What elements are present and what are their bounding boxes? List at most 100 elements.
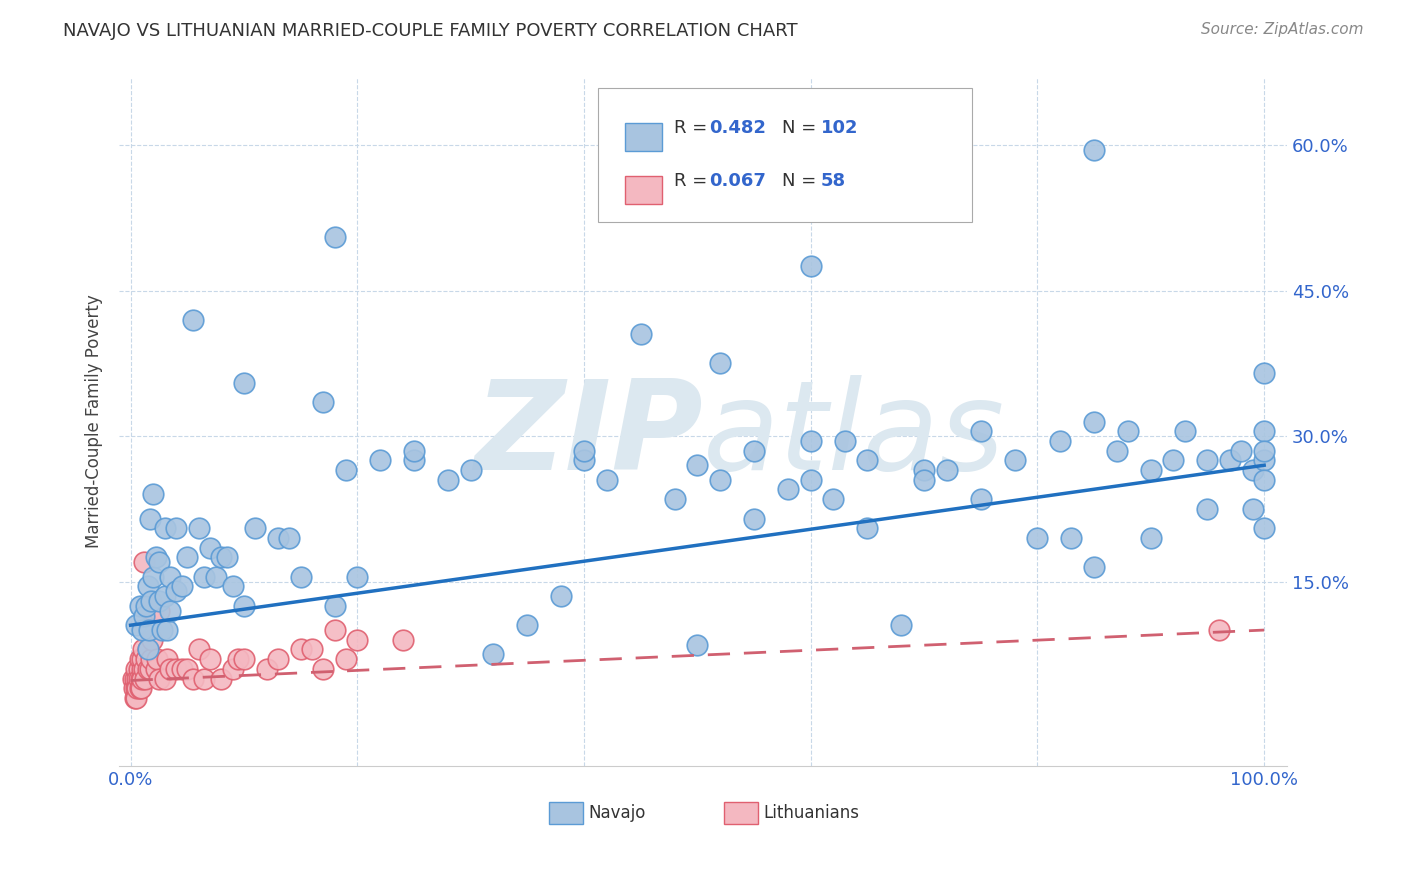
Point: [1253, 443, 1275, 458]
FancyBboxPatch shape: [598, 87, 972, 222]
Point: [134, 555, 156, 569]
Point: [970, 492, 993, 507]
Point: [156, 623, 179, 637]
Point: [134, 672, 156, 686]
Point: [148, 555, 170, 569]
Point: [129, 672, 152, 686]
Point: [912, 463, 935, 477]
Text: N =: N =: [783, 120, 823, 137]
Point: [778, 483, 800, 497]
Point: [145, 662, 167, 676]
Text: Lithuanians: Lithuanians: [763, 804, 859, 822]
Point: [312, 395, 335, 409]
Point: [1230, 443, 1253, 458]
Point: [335, 652, 357, 666]
Point: [159, 662, 181, 676]
Text: 58: 58: [821, 172, 846, 190]
Point: [159, 604, 181, 618]
Point: [181, 313, 204, 327]
Point: [572, 443, 595, 458]
Point: [1083, 415, 1105, 429]
Text: R =: R =: [673, 120, 713, 137]
Point: [1026, 531, 1049, 545]
Text: atlas: atlas: [703, 375, 1005, 496]
Point: [193, 570, 215, 584]
Point: [800, 473, 823, 487]
Point: [686, 458, 709, 473]
Point: [198, 541, 221, 555]
Point: [1208, 623, 1230, 637]
Point: [170, 662, 193, 676]
Point: [890, 618, 912, 632]
Point: [301, 642, 323, 657]
Point: [139, 652, 162, 666]
Point: [402, 453, 425, 467]
Point: [335, 463, 357, 477]
Point: [128, 672, 150, 686]
Text: ZIP: ZIP: [474, 375, 703, 496]
Point: [1241, 463, 1264, 477]
Point: [800, 260, 823, 274]
Point: [709, 473, 731, 487]
Point: [139, 594, 162, 608]
Point: [187, 521, 209, 535]
Point: [221, 579, 243, 593]
Point: [1139, 463, 1161, 477]
Point: [1163, 453, 1185, 467]
Point: [256, 662, 278, 676]
Point: [856, 521, 879, 535]
Point: [127, 672, 149, 686]
Point: [312, 662, 335, 676]
Point: [134, 608, 156, 623]
Point: [912, 473, 935, 487]
Point: [572, 453, 595, 467]
Point: [437, 473, 460, 487]
Point: [145, 652, 167, 666]
Point: [156, 652, 179, 666]
Point: [131, 623, 153, 637]
Point: [368, 453, 391, 467]
Point: [136, 642, 159, 657]
Point: [134, 662, 156, 676]
Point: [204, 570, 226, 584]
Point: [125, 618, 148, 632]
Point: [630, 327, 652, 342]
Point: [1060, 531, 1083, 545]
Point: [482, 648, 505, 662]
Point: [127, 681, 149, 696]
Point: [323, 623, 346, 637]
FancyBboxPatch shape: [624, 176, 662, 204]
Point: [131, 662, 153, 676]
Point: [128, 662, 150, 676]
Point: [1197, 453, 1219, 467]
Text: Source: ZipAtlas.com: Source: ZipAtlas.com: [1201, 22, 1364, 37]
Point: [148, 672, 170, 686]
Point: [233, 599, 256, 613]
Point: [1083, 560, 1105, 574]
Point: [124, 672, 146, 686]
Text: Navajo: Navajo: [589, 804, 645, 822]
Point: [935, 463, 957, 477]
Point: [181, 672, 204, 686]
Point: [1253, 521, 1275, 535]
Point: [198, 652, 221, 666]
Point: [709, 356, 731, 370]
Point: [142, 487, 165, 501]
Point: [135, 599, 157, 613]
Point: [346, 632, 368, 647]
Point: [138, 604, 160, 618]
Point: [1241, 501, 1264, 516]
Point: [221, 662, 243, 676]
Point: [278, 531, 301, 545]
Point: [128, 599, 150, 613]
Point: [664, 492, 686, 507]
Point: [131, 672, 153, 686]
Point: [125, 681, 148, 696]
Point: [136, 579, 159, 593]
Point: [233, 376, 256, 390]
Point: [290, 570, 312, 584]
Point: [153, 589, 176, 603]
Point: [402, 443, 425, 458]
Point: [1049, 434, 1071, 448]
Point: [209, 550, 232, 565]
